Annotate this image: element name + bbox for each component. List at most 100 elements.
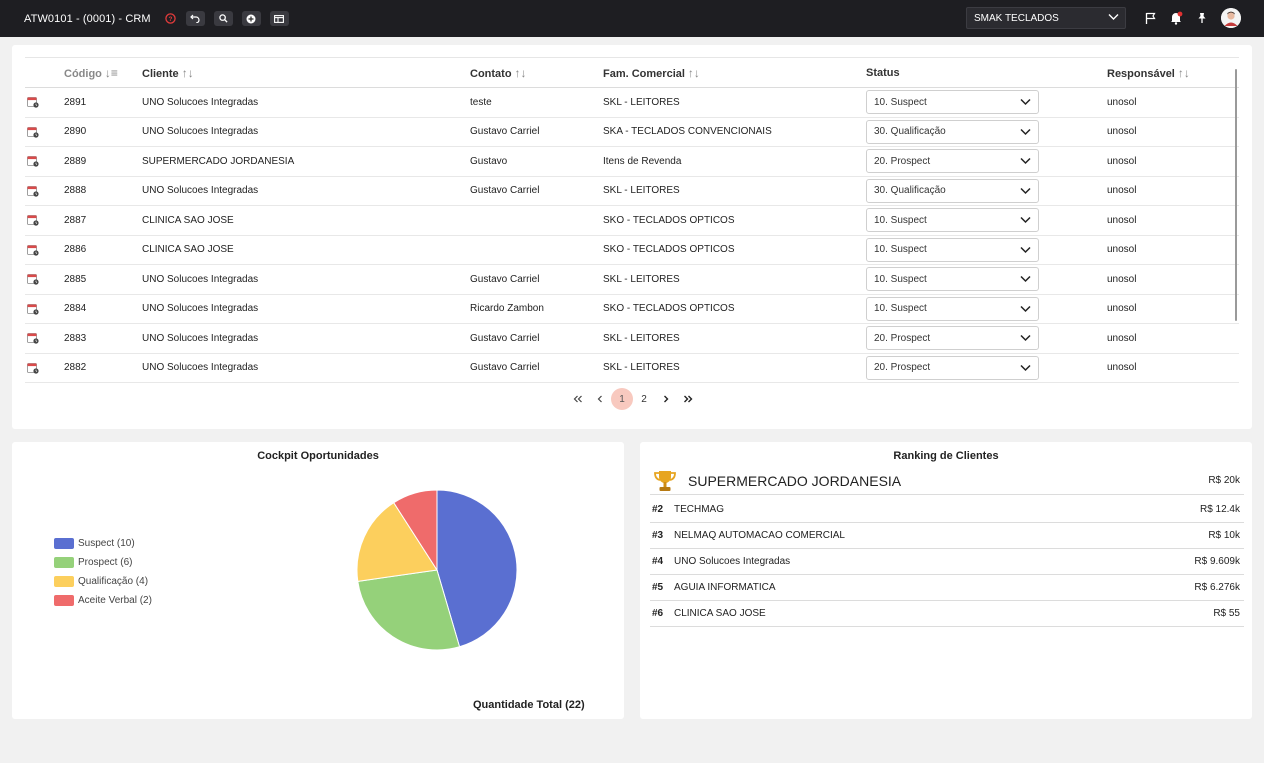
vertical-scrollbar[interactable] [1235,69,1237,321]
table-header-row: Código ↓≡ Cliente ↑↓ Contato ↑↓ Fam. Comerc… [25,57,1239,88]
status-select[interactable]: 10. Suspect [866,208,1039,233]
pie-slice[interactable] [436,489,518,648]
row-action-cell [25,147,64,177]
row-action-cell [25,117,64,147]
cell-codigo: 2883 [64,332,87,344]
status-select[interactable]: 10. Suspect [866,237,1039,262]
table-row[interactable]: 2883 UNO Solucoes Integradas Gustavo Carri… [25,324,1239,353]
sort-desc-icon[interactable]: ↓≡ [104,65,118,80]
legend-label: Suspect (10) [78,538,135,549]
page-1-button[interactable]: 1 [611,388,633,410]
pie-slice[interactable] [393,489,438,572]
table-row[interactable]: 2888 UNO Solucoes Integradas Gustavo Carri… [25,176,1239,206]
ranking-value: R$ 6.276k [1194,582,1240,593]
first-page-button[interactable] [567,388,589,410]
status-select[interactable]: 10. Suspect [866,296,1039,321]
legend-item[interactable]: Prospect (6) [54,553,152,572]
pie-slice[interactable] [357,569,461,651]
sort-icon[interactable]: ↑↓ [687,65,700,80]
flag-icon[interactable] [1143,10,1157,26]
cell-responsavel: unosol [1107,332,1137,344]
table-row[interactable]: 2890 UNO Solucoes Integradas Gustavo Carri… [25,117,1239,147]
layout-button[interactable] [269,11,289,26]
table-row[interactable]: 2889 SUPERMERCADO JORDANESIA Gustavo Itens … [25,147,1239,177]
sort-icon[interactable]: ↑↓ [1177,65,1190,80]
cell-responsavel: unosol [1107,155,1137,167]
cell-familia: SKL - LEITORES [603,362,680,374]
notification-bell-icon[interactable] [1169,10,1183,26]
table-row[interactable]: 2885 UNO Solucoes Integradas Gustavo Carri… [25,265,1239,294]
table-row[interactable]: 2886 CLINICA SAO JOSE SKO - TECLADOS OPTIC… [25,235,1239,265]
status-select-value: 30. Qualificação [874,185,946,197]
table-row[interactable]: 2891 UNO Solucoes Integradas teste SKL - LE… [25,88,1239,118]
cell-cliente: UNO Solucoes Integradas [142,273,259,285]
calendar-icon[interactable] [27,185,39,197]
legend-swatch [54,557,74,568]
header-responsavel[interactable]: Responsável ↑↓ [1107,58,1239,88]
status-select[interactable]: 10. Suspect [866,267,1039,292]
svg-text:?: ? [169,16,173,23]
cell-codigo: 2890 [64,126,87,138]
help-icon[interactable]: ? [165,13,177,25]
status-select[interactable]: 20. Prospect [866,355,1039,380]
pin-icon[interactable] [1195,10,1209,26]
header-codigo[interactable]: Código ↓≡ [64,58,142,88]
top-bar: ATW0101 - (0001) - CRM ? SMAK TECLADOS [0,0,1264,37]
status-select[interactable]: 20. Prospect [866,326,1039,351]
search-button[interactable] [213,11,233,26]
status-select[interactable]: 20. Prospect [866,149,1039,174]
calendar-icon[interactable] [27,362,39,374]
calendar-icon[interactable] [27,96,39,108]
header-cliente-label: Cliente [142,67,179,80]
cell-cliente: CLINICA SAO JOSE [142,214,234,226]
header-action [25,58,64,88]
chevron-down-icon [1020,305,1031,312]
table-row[interactable]: 2887 CLINICA SAO JOSE SKO - TECLADOS OPTIC… [25,206,1239,235]
ranking-position: #5 [652,582,664,593]
legend-item[interactable]: Qualificação (4) [54,572,152,591]
calendar-icon[interactable] [27,155,39,167]
pie-chart [356,489,518,651]
header-cliente[interactable]: Cliente ↑↓ [142,58,470,88]
calendar-icon[interactable] [27,273,39,285]
ranking-value: R$ 9.609k [1194,556,1240,567]
table-row[interactable]: 2884 UNO Solucoes Integradas Ricardo Zambo… [25,294,1239,324]
calendar-icon[interactable] [27,332,39,344]
sort-icon[interactable]: ↑↓ [514,65,527,80]
cell-cliente: CLINICA SAO JOSE [142,244,234,256]
table-row[interactable]: 2882 UNO Solucoes Integradas Gustavo Carri… [25,353,1239,383]
sort-icon[interactable]: ↑↓ [181,65,194,80]
last-page-button[interactable] [677,388,699,410]
add-button[interactable] [241,11,261,26]
calendar-icon[interactable] [27,244,39,256]
legend-item[interactable]: Aceite Verbal (2) [54,591,152,610]
total-quantity: Quantidade Total (22) [473,699,585,711]
header-contato-label: Contato [470,67,512,80]
ranking-item: #4 UNO Solucoes Integradas R$ 9.609k [650,549,1244,575]
calendar-icon[interactable] [27,126,39,138]
cell-cliente: UNO Solucoes Integradas [142,362,259,374]
status-select[interactable]: 10. Suspect [866,90,1039,115]
user-avatar[interactable] [1221,8,1241,28]
legend-item[interactable]: Suspect (10) [54,534,152,553]
ranking-client-name: NELMAQ AUTOMACAO COMERCIAL [674,530,845,541]
undo-button[interactable] [185,11,205,26]
page-2-button[interactable]: 2 [641,393,647,405]
header-contato[interactable]: Contato ↑↓ [470,58,603,88]
prev-page-button[interactable] [589,388,611,410]
cell-cliente: UNO Solucoes Integradas [142,303,259,315]
cell-codigo: 2886 [64,244,87,256]
header-familia[interactable]: Fam. Comercial ↑↓ [603,58,866,88]
calendar-icon[interactable] [27,303,39,315]
status-select-value: 30. Qualificação [874,126,946,138]
ranking-item: #5 AGUIA INFORMATICA R$ 6.276k [650,575,1244,601]
company-select[interactable]: SMAK TECLADOS [966,7,1126,29]
cell-responsavel: unosol [1107,185,1137,197]
status-select[interactable]: 30. Qualificação [866,119,1039,144]
status-select[interactable]: 30. Qualificação [866,178,1039,203]
cell-codigo: 2889 [64,155,87,167]
next-page-button[interactable] [655,388,677,410]
calendar-icon[interactable] [27,214,39,226]
pie-slice[interactable] [356,502,438,582]
cell-status: 10. Suspect [866,88,1107,118]
